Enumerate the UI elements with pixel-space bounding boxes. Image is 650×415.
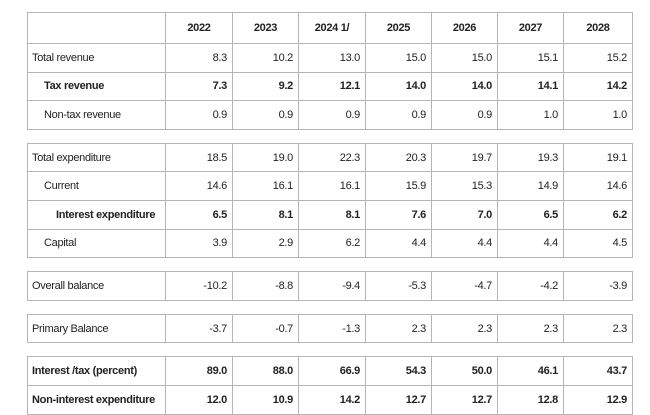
value-cell: 15.3 — [431, 171, 498, 201]
value-cell: 66.9 — [298, 356, 366, 386]
value-cell: 3.9 — [165, 228, 233, 259]
column-header: 2028 — [563, 12, 633, 44]
row-label: Total expenditure — [27, 142, 166, 173]
value-cell: 12.0 — [165, 385, 233, 415]
value-cell: 88.0 — [232, 356, 299, 386]
value-cell: 16.1 — [298, 171, 366, 201]
value-cell: 6.5 — [497, 200, 564, 230]
column-header: 2022 — [165, 12, 233, 44]
value-cell: 2.3 — [431, 313, 498, 344]
value-cell: 0.9 — [298, 100, 366, 130]
page: 2022 2023 2024 1/2025 2026 2027 2028 Total rev… — [27, 12, 633, 415]
value-cell: 15.2 — [563, 43, 633, 73]
value-cell: 22.3 — [298, 142, 366, 173]
value-cell: 7.0 — [431, 200, 498, 230]
value-cell: -10.2 — [165, 271, 233, 301]
value-cell: 6.5 — [165, 200, 233, 230]
column-header: 2026 — [431, 12, 498, 44]
value-cell: 12.8 — [497, 385, 564, 415]
value-cell: 19.3 — [497, 142, 564, 173]
value-cell: 7.3 — [165, 71, 233, 102]
value-cell: 0.9 — [365, 100, 432, 130]
value-cell: 19.0 — [232, 142, 299, 173]
value-cell: -3.7 — [165, 313, 233, 344]
value-cell: 4.4 — [431, 228, 498, 259]
value-cell: 15.0 — [365, 43, 432, 73]
value-cell: 20.3 — [365, 142, 432, 173]
value-cell: -9.4 — [298, 271, 366, 301]
value-cell: 15.1 — [497, 43, 564, 73]
value-cell: 43.7 — [563, 356, 633, 386]
value-cell: 12.1 — [298, 71, 366, 102]
value-cell: -1.3 — [298, 313, 366, 344]
value-cell: 0.9 — [232, 100, 299, 130]
value-cell: 89.0 — [165, 356, 233, 386]
column-header: 2023 — [232, 12, 299, 44]
value-cell: 2.9 — [232, 228, 299, 259]
value-cell: 1.0 — [563, 100, 633, 130]
value-cell: 12.7 — [365, 385, 432, 415]
column-header: 2027 — [497, 12, 564, 44]
value-cell: 0.9 — [165, 100, 233, 130]
value-cell: 10.9 — [232, 385, 299, 415]
value-cell: 14.2 — [298, 385, 366, 415]
value-cell: 14.2 — [563, 71, 633, 102]
column-header: 2024 1/ — [298, 12, 366, 44]
value-cell: 18.5 — [165, 142, 233, 173]
value-cell: 8.1 — [298, 200, 366, 230]
row-label: Primary Balance — [27, 313, 166, 344]
value-cell: 50.0 — [431, 356, 498, 386]
value-cell: 1.0 — [497, 100, 564, 130]
value-cell: 14.1 — [497, 71, 564, 102]
value-cell: 19.7 — [431, 142, 498, 173]
value-cell: -3.9 — [563, 271, 633, 301]
value-cell: 12.7 — [431, 385, 498, 415]
value-cell: 14.0 — [365, 71, 432, 102]
header-corner — [27, 12, 166, 44]
column-header: 2025 — [365, 12, 432, 44]
value-cell: -4.7 — [431, 271, 498, 301]
value-cell: 54.3 — [365, 356, 432, 386]
value-cell: 2.3 — [563, 313, 633, 344]
value-cell: 15.9 — [365, 171, 432, 201]
value-cell: 13.0 — [298, 43, 366, 73]
row-label: Non-interest expenditure — [27, 385, 166, 415]
value-cell: -8.8 — [232, 271, 299, 301]
row-label: Interest /tax (percent) — [27, 356, 166, 386]
value-cell: 2.3 — [497, 313, 564, 344]
value-cell: 10.2 — [232, 43, 299, 73]
value-cell: -5.3 — [365, 271, 432, 301]
row-label: Non-tax revenue — [27, 100, 166, 130]
value-cell: -4.2 — [497, 271, 564, 301]
row-label: Current — [27, 171, 166, 201]
row-label: Total revenue — [27, 43, 166, 73]
row-label: Tax revenue — [27, 71, 166, 102]
value-cell: 9.2 — [232, 71, 299, 102]
row-label: Capital — [27, 228, 166, 259]
value-cell: 8.3 — [165, 43, 233, 73]
value-cell: 12.9 — [563, 385, 633, 415]
value-cell: 8.1 — [232, 200, 299, 230]
value-cell: 14.6 — [563, 171, 633, 201]
value-cell: 4.4 — [365, 228, 432, 259]
row-label: Overall balance — [27, 271, 166, 301]
value-cell: 7.6 — [365, 200, 432, 230]
row-label: Interest expenditure — [27, 200, 166, 230]
value-cell: 4.4 — [497, 228, 564, 259]
value-cell: 15.0 — [431, 43, 498, 73]
value-cell: 14.6 — [165, 171, 233, 201]
value-cell: 6.2 — [563, 200, 633, 230]
value-cell: 46.1 — [497, 356, 564, 386]
value-cell: 16.1 — [232, 171, 299, 201]
value-cell: 19.1 — [563, 142, 633, 173]
value-cell: 0.9 — [431, 100, 498, 130]
value-cell: 14.0 — [431, 71, 498, 102]
value-cell: 14.9 — [497, 171, 564, 201]
value-cell: -0.7 — [232, 313, 299, 344]
value-cell: 4.5 — [563, 228, 633, 259]
value-cell: 2.3 — [365, 313, 432, 344]
value-cell: 6.2 — [298, 228, 366, 259]
